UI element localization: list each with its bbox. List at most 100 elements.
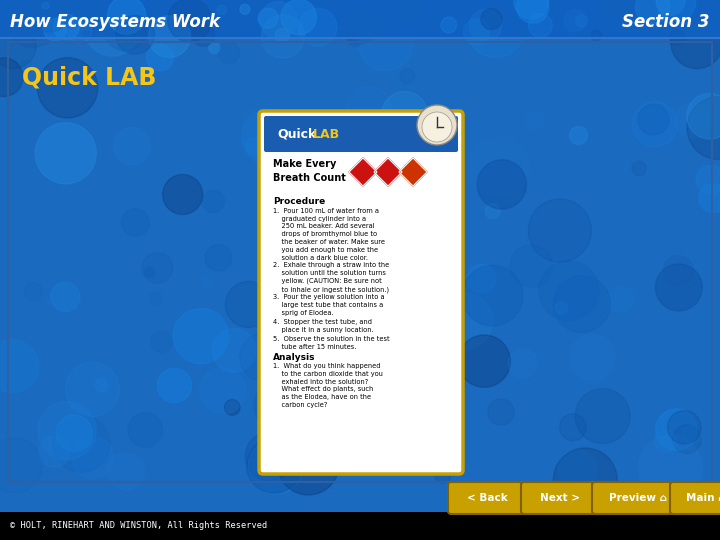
Circle shape xyxy=(636,0,670,24)
Circle shape xyxy=(356,352,393,389)
Bar xyxy=(0,0,720,38)
Circle shape xyxy=(72,437,114,479)
Circle shape xyxy=(39,436,71,467)
Circle shape xyxy=(654,430,677,453)
Text: Quick LAB: Quick LAB xyxy=(22,66,156,90)
Circle shape xyxy=(116,15,155,54)
Circle shape xyxy=(199,367,246,414)
Circle shape xyxy=(260,2,297,39)
Circle shape xyxy=(687,97,720,159)
FancyBboxPatch shape xyxy=(264,116,458,152)
Circle shape xyxy=(128,9,154,35)
Circle shape xyxy=(516,0,549,23)
Circle shape xyxy=(591,30,602,41)
Text: Analysis: Analysis xyxy=(273,353,315,362)
Text: 3.  Pour the yellow solution into a
    large test tube that contains a
    spri: 3. Pour the yellow solution into a large… xyxy=(273,294,384,316)
Circle shape xyxy=(53,14,79,40)
Circle shape xyxy=(638,104,669,135)
Circle shape xyxy=(671,16,720,69)
Circle shape xyxy=(219,43,239,63)
Circle shape xyxy=(675,103,711,139)
Circle shape xyxy=(84,0,140,56)
Text: Next >: Next > xyxy=(540,493,580,503)
Circle shape xyxy=(348,33,361,46)
Circle shape xyxy=(277,420,294,436)
Circle shape xyxy=(672,425,701,454)
Circle shape xyxy=(0,58,23,97)
Circle shape xyxy=(670,30,685,45)
Circle shape xyxy=(435,467,451,483)
Circle shape xyxy=(528,14,552,37)
Circle shape xyxy=(539,261,599,321)
Circle shape xyxy=(657,0,696,21)
Text: Preview ⌂: Preview ⌂ xyxy=(609,493,667,503)
Circle shape xyxy=(212,328,256,372)
Circle shape xyxy=(168,0,211,42)
Circle shape xyxy=(346,30,359,42)
Circle shape xyxy=(687,93,720,139)
Circle shape xyxy=(122,208,149,237)
Circle shape xyxy=(373,174,431,233)
Circle shape xyxy=(107,453,145,490)
Circle shape xyxy=(84,31,91,38)
Circle shape xyxy=(0,22,36,69)
Circle shape xyxy=(145,268,155,278)
Circle shape xyxy=(22,60,31,69)
Circle shape xyxy=(534,11,557,34)
Circle shape xyxy=(488,399,514,425)
Circle shape xyxy=(104,9,146,51)
Circle shape xyxy=(0,438,42,493)
Circle shape xyxy=(564,10,585,32)
Circle shape xyxy=(113,127,150,165)
Circle shape xyxy=(32,0,68,32)
Circle shape xyxy=(402,431,442,471)
FancyBboxPatch shape xyxy=(670,482,720,514)
Circle shape xyxy=(402,144,450,192)
Circle shape xyxy=(575,389,630,443)
Circle shape xyxy=(240,333,288,381)
Circle shape xyxy=(202,279,211,288)
Text: 5.  Observe the solution in the test
    tube after 15 minutes.: 5. Observe the solution in the test tube… xyxy=(273,336,390,350)
Text: Procedure: Procedure xyxy=(273,197,325,206)
Circle shape xyxy=(222,22,234,34)
Circle shape xyxy=(56,415,92,451)
Text: 1.  What do you think happened
    to the carbon dioxide that you
    exhaled in: 1. What do you think happened to the car… xyxy=(273,363,383,408)
Circle shape xyxy=(163,174,202,214)
Circle shape xyxy=(148,16,190,58)
Circle shape xyxy=(258,8,278,28)
Circle shape xyxy=(24,283,42,300)
Circle shape xyxy=(225,281,271,328)
Polygon shape xyxy=(399,158,427,186)
Circle shape xyxy=(656,409,697,450)
FancyBboxPatch shape xyxy=(521,482,599,514)
Circle shape xyxy=(107,0,145,34)
Circle shape xyxy=(116,0,170,30)
Circle shape xyxy=(462,265,523,326)
Circle shape xyxy=(485,204,500,219)
Circle shape xyxy=(436,293,492,349)
FancyBboxPatch shape xyxy=(592,482,684,514)
Circle shape xyxy=(575,15,588,27)
Circle shape xyxy=(356,294,377,316)
Text: Section 3: Section 3 xyxy=(623,13,710,31)
Text: How Ecosystems Work: How Ecosystems Work xyxy=(10,13,220,31)
Circle shape xyxy=(526,111,545,130)
Circle shape xyxy=(528,199,591,262)
Text: Make Every
Breath Count: Make Every Breath Count xyxy=(273,159,346,183)
Circle shape xyxy=(149,293,162,306)
Text: < Back: < Back xyxy=(467,493,508,503)
Circle shape xyxy=(510,245,552,287)
Circle shape xyxy=(401,0,424,22)
Circle shape xyxy=(264,396,290,421)
Circle shape xyxy=(275,29,289,43)
Circle shape xyxy=(604,0,630,15)
Text: © HOLT, RINEHART AND WINSTON, All Rights Reserved: © HOLT, RINEHART AND WINSTON, All Rights… xyxy=(10,522,267,530)
Bar xyxy=(0,512,720,540)
Circle shape xyxy=(469,137,529,198)
Circle shape xyxy=(64,15,78,29)
Circle shape xyxy=(458,335,510,387)
Circle shape xyxy=(273,420,329,476)
Circle shape xyxy=(288,328,304,343)
Circle shape xyxy=(554,275,611,333)
Circle shape xyxy=(372,187,383,197)
